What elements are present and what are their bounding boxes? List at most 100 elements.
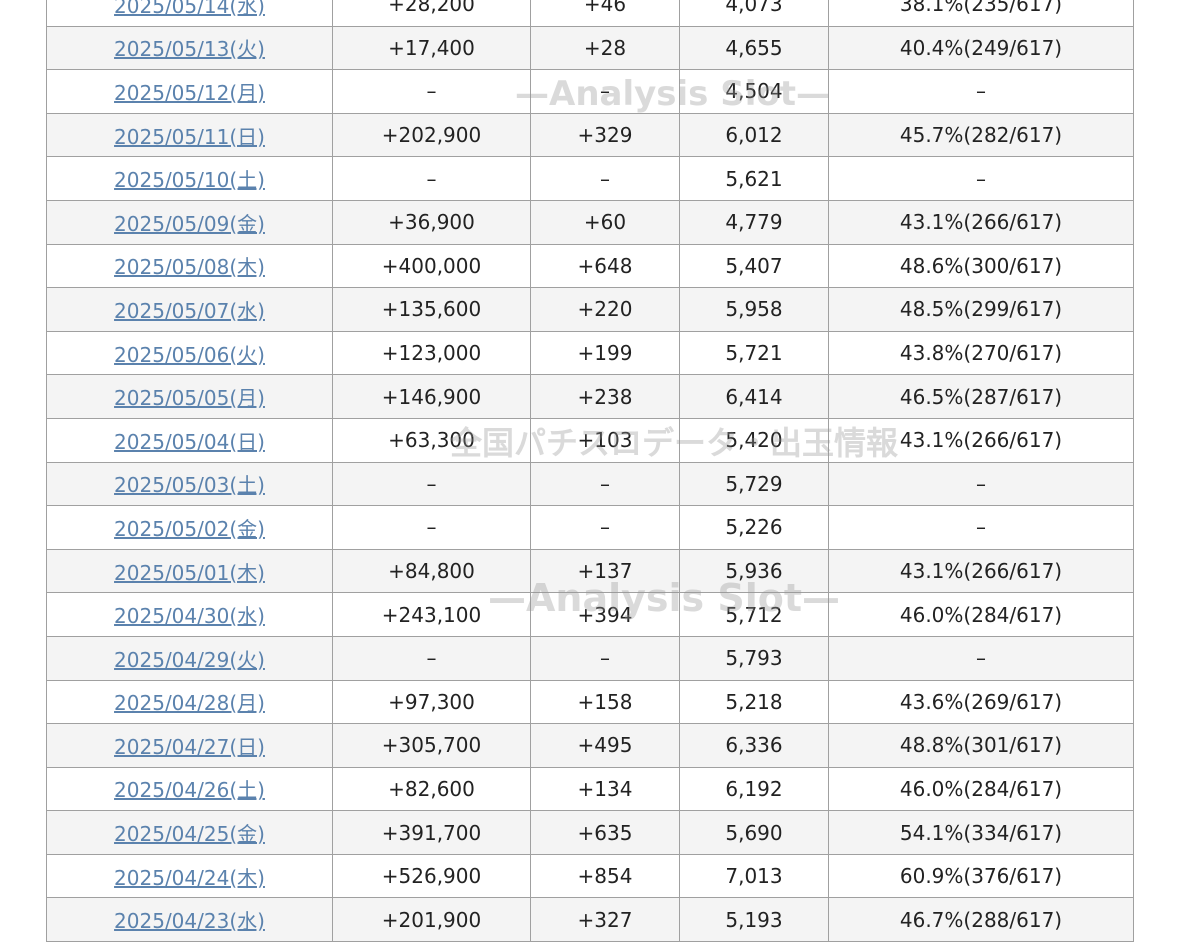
table-cell: 6,192	[679, 766, 829, 812]
table-cell: 46.0%(284/617)	[828, 766, 1134, 812]
table-cell: –	[332, 461, 531, 507]
table-row: 2025/04/24(木) +526,900 +854 7,013 60.9%(376/…	[46, 853, 1134, 899]
table-cell: –	[530, 156, 680, 201]
table-cell: 7,013	[679, 853, 829, 899]
table-row: 2025/05/09(金) +36,900 +60 4,779 43.1%(266/61…	[46, 199, 1134, 245]
table-row: 2025/05/01(木) +84,800 +137 5,936 43.1%(266/6…	[46, 548, 1134, 594]
table-cell: –	[828, 505, 1134, 550]
table-cell: –	[332, 156, 531, 201]
table-row: 2025/05/07(水) +135,600 +220 5,958 48.5%(299/…	[46, 287, 1134, 332]
table-row: 2025/05/12(月) – –4,504–	[46, 69, 1134, 114]
table-cell: 43.6%(269/617)	[828, 679, 1134, 725]
date-link[interactable]: 2025/05/05(月)	[114, 386, 265, 411]
table-cell: 4,073	[679, 0, 829, 27]
table-cell: 60.9%(376/617)	[828, 853, 1134, 899]
table-cell: –	[530, 505, 680, 550]
table-cell: 38.1%(235/617)	[828, 0, 1134, 27]
date-link[interactable]: 2025/04/26(土)	[114, 778, 265, 803]
date-link[interactable]: 2025/04/24(木)	[114, 865, 265, 890]
table-cell: –	[828, 635, 1134, 681]
table-cell: 43.1%(266/617)	[828, 548, 1134, 594]
table-cell: +123,000	[332, 330, 531, 376]
table-row: 2025/05/10(土) – –5,621–	[46, 156, 1134, 201]
table-cell: 2025/05/02(金)	[46, 505, 333, 550]
date-link[interactable]: 2025/04/28(月)	[114, 691, 265, 716]
table-cell: +97,300	[332, 679, 531, 725]
table-cell: 5,193	[679, 897, 829, 942]
date-link[interactable]: 2025/05/09(金)	[114, 211, 265, 236]
table-cell: +60	[530, 199, 680, 245]
table-cell: +394	[530, 592, 680, 637]
table-cell: +327	[530, 897, 680, 942]
table-cell: 2025/05/10(土)	[46, 156, 333, 201]
table-cell: 4,779	[679, 199, 829, 245]
date-link[interactable]: 2025/05/03(土)	[114, 473, 265, 498]
table-row: 2025/04/30(水) +243,100 +394 5,712 46.0%(284/…	[46, 592, 1134, 637]
table-cell: +199	[530, 330, 680, 376]
table-cell: +46	[530, 0, 680, 27]
table-row: 2025/04/25(金) +391,700 +635 5,690 54.1%(334/…	[46, 810, 1134, 855]
table-cell: 4,655	[679, 25, 829, 71]
table-cell: 48.5%(299/617)	[828, 287, 1134, 332]
table-cell: –	[530, 635, 680, 681]
table-cell: –	[828, 461, 1134, 507]
table-cell: 5,721	[679, 330, 829, 376]
table-cell: 2025/04/30(水)	[46, 592, 333, 637]
table-row: 2025/05/08(木) +400,000 +648 5,407 48.6%(300/…	[46, 243, 1134, 289]
table-cell: +329	[530, 112, 680, 158]
table-row: 2025/04/29(火) – –5,793–	[46, 635, 1134, 681]
table-cell: +854	[530, 853, 680, 899]
table-cell: –	[530, 461, 680, 507]
date-link[interactable]: 2025/05/08(木)	[114, 255, 265, 280]
table-row: 2025/05/05(月) +146,900 +238 6,414 46.5%(287/…	[46, 374, 1134, 419]
table-cell: 5,712	[679, 592, 829, 637]
date-link[interactable]: 2025/04/23(水)	[114, 909, 265, 934]
table-row: 2025/04/26(土) +82,600 +134 6,192 46.0%(284/6…	[46, 766, 1134, 812]
table-cell: 5,218	[679, 679, 829, 725]
table-cell: 43.8%(270/617)	[828, 330, 1134, 376]
table-cell: –	[530, 69, 680, 114]
table-cell: 2025/04/28(月)	[46, 679, 333, 725]
table-cell: +648	[530, 243, 680, 289]
table-cell: 6,414	[679, 374, 829, 419]
table-cell: 43.1%(266/617)	[828, 199, 1134, 245]
table-cell: 2025/05/05(月)	[46, 374, 333, 419]
table-cell: 5,936	[679, 548, 829, 594]
table-cell: 2025/05/12(月)	[46, 69, 333, 114]
date-link[interactable]: 2025/05/11(日)	[114, 124, 265, 149]
table-cell: 2025/04/24(木)	[46, 853, 333, 899]
date-link[interactable]: 2025/05/10(土)	[114, 168, 265, 193]
date-link[interactable]: 2025/05/01(木)	[114, 560, 265, 585]
table-cell: +305,700	[332, 723, 531, 768]
date-link[interactable]: 2025/05/07(水)	[114, 298, 265, 323]
table-row: 2025/05/14(水) +28,200 +46 4,073 38.1%(235/61…	[46, 0, 1134, 27]
table-cell: 5,690	[679, 810, 829, 855]
table-cell: +135,600	[332, 287, 531, 332]
date-link[interactable]: 2025/04/27(日)	[114, 734, 265, 759]
date-link[interactable]: 2025/05/06(火)	[114, 342, 265, 367]
table-cell: +400,000	[332, 243, 531, 289]
table-cell: 2025/04/23(水)	[46, 897, 333, 942]
table-cell: 2025/04/25(金)	[46, 810, 333, 855]
table-cell: +103	[530, 417, 680, 463]
table-cell: +220	[530, 287, 680, 332]
table-cell: 43.1%(266/617)	[828, 417, 1134, 463]
table-cell: +28,200	[332, 0, 531, 27]
date-link[interactable]: 2025/04/25(金)	[114, 822, 265, 847]
table-cell: +82,600	[332, 766, 531, 812]
table-cell: 2025/05/14(水)	[46, 0, 333, 27]
date-link[interactable]: 2025/05/14(水)	[114, 0, 265, 18]
date-link[interactable]: 2025/05/13(火)	[114, 37, 265, 62]
table-row: 2025/05/02(金) – –5,226–	[46, 505, 1134, 550]
table-cell: 5,958	[679, 287, 829, 332]
date-link[interactable]: 2025/04/30(水)	[114, 604, 265, 629]
table-cell: +63,300	[332, 417, 531, 463]
table-row: 2025/04/28(月) +97,300 +158 5,218 43.6%(269/6…	[46, 679, 1134, 725]
date-link[interactable]: 2025/05/12(月)	[114, 80, 265, 105]
date-link[interactable]: 2025/05/04(日)	[114, 429, 265, 454]
table-cell: 2025/05/01(木)	[46, 548, 333, 594]
date-link[interactable]: 2025/04/29(火)	[114, 647, 265, 672]
table-cell: +202,900	[332, 112, 531, 158]
data-table: 2025/05/14(水) +28,200 +46 4,073 38.1%(235/61…	[46, 0, 1134, 942]
date-link[interactable]: 2025/05/02(金)	[114, 516, 265, 541]
